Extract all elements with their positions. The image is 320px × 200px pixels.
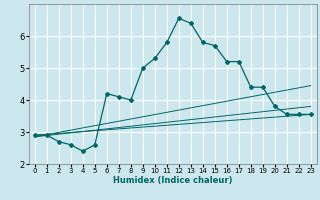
X-axis label: Humidex (Indice chaleur): Humidex (Indice chaleur) xyxy=(113,176,233,185)
